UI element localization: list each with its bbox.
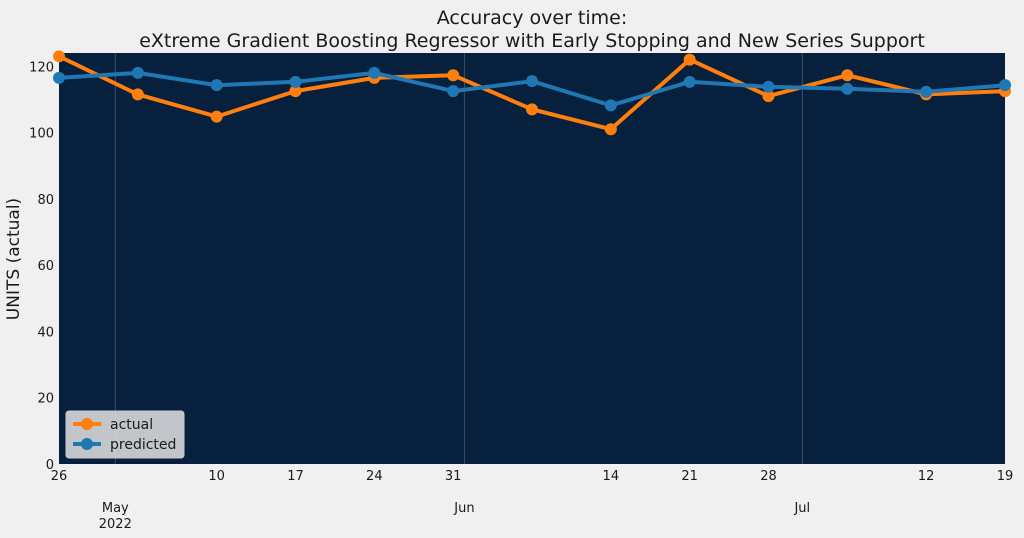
data-point-predicted <box>368 66 381 79</box>
data-point-actual <box>526 103 538 116</box>
data-point-predicted <box>131 66 144 79</box>
data-point-actual <box>683 53 696 66</box>
y-tick-label: 40 <box>37 325 54 340</box>
x-tick-label: 28 <box>760 469 777 484</box>
y-tick-label: 80 <box>37 193 54 208</box>
legend-predicted-label: predicted <box>110 437 176 453</box>
x-gridlines <box>114 53 803 464</box>
data-point-predicted <box>447 85 460 98</box>
data-point-actual <box>604 123 617 136</box>
data-point-actual <box>841 69 854 82</box>
x-tick-label: 31 <box>445 469 462 484</box>
legend: actual predicted <box>65 410 185 459</box>
y-axis-label: UNITS (actual) <box>4 198 24 320</box>
data-point-predicted <box>841 82 854 95</box>
data-point-predicted <box>210 79 223 92</box>
data-point-actual <box>289 85 302 98</box>
x-tick-label: 19 <box>997 469 1014 484</box>
data-point-predicted <box>53 71 65 84</box>
data-point-predicted <box>762 80 775 93</box>
data-point-predicted <box>683 75 696 88</box>
data-point-actual <box>53 50 65 63</box>
data-point-predicted <box>526 75 538 88</box>
x-month-label: Jul <box>793 501 810 516</box>
data-point-predicted <box>604 99 617 112</box>
series-layer <box>53 50 1011 136</box>
x-tick-label: 10 <box>208 469 225 484</box>
x-tick-label: 26 <box>51 469 68 484</box>
data-point-predicted <box>289 75 302 88</box>
y-tick-label: 120 <box>29 60 54 75</box>
x-tick-label: 21 <box>681 469 698 484</box>
x-tick-label: 24 <box>366 469 383 484</box>
data-point-actual <box>762 90 775 103</box>
data-point-predicted <box>999 79 1011 92</box>
legend-actual-label: actual <box>110 417 153 433</box>
y-tick-label: 20 <box>37 392 54 407</box>
legend-predicted-marker <box>81 438 93 450</box>
x-year-label: 2022 <box>99 517 132 532</box>
x-tick-label: 14 <box>603 469 620 484</box>
data-point-predicted <box>920 85 933 98</box>
x-month-label: May <box>102 501 129 516</box>
y-tick-label: 0 <box>46 458 54 473</box>
x-tick-label: 17 <box>287 469 304 484</box>
chart-title-line2: eXtreme Gradient Boosting Regressor with… <box>139 30 925 52</box>
data-point-actual <box>447 69 460 82</box>
legend-actual-marker <box>81 418 93 430</box>
data-point-actual <box>210 110 223 123</box>
y-ticks: 0 20 40 60 80 100 120 <box>29 60 54 473</box>
chart-title-line1: Accuracy over time: <box>437 7 628 29</box>
x-month-label: Jun <box>453 501 474 516</box>
data-point-actual <box>131 88 144 101</box>
y-tick-label: 100 <box>29 127 54 142</box>
x-tick-label: 12 <box>918 469 935 484</box>
y-tick-label: 60 <box>37 259 54 274</box>
